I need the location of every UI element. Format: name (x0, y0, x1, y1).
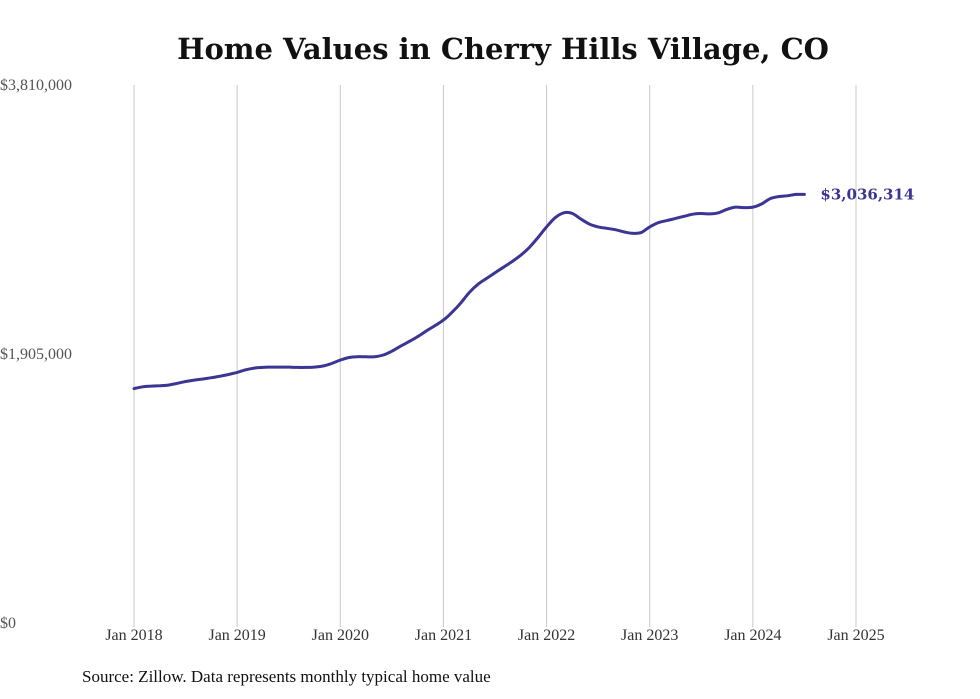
x-axis: Jan 2018 Jan 2019 Jan 2020 Jan 2021 Jan 2022… (105, 627, 884, 644)
y-tick-label: $0 (0, 615, 16, 632)
line-chart: Home Values in Cherry Hills Village, CO … (0, 32, 914, 644)
chart-title: Home Values in Cherry Hills Village, CO (177, 32, 829, 66)
y-tick-label: $1,905,000 (0, 346, 72, 363)
x-tick-label: Jan 2022 (518, 627, 575, 644)
x-tick-label: Jan 2021 (415, 627, 472, 644)
x-tick-label: Jan 2025 (827, 627, 884, 644)
y-axis: $0 $1,905,000 $3,810,000 (0, 77, 72, 632)
y-tick-label: $3,810,000 (0, 77, 72, 94)
x-tick-label: Jan 2024 (724, 627, 781, 644)
x-tick-label: Jan 2018 (105, 627, 162, 644)
series-group: $3,036,314 (132, 185, 914, 391)
end-value-label: $3,036,314 (820, 185, 914, 203)
source-note: Source: Zillow. Data represents monthly … (82, 667, 491, 686)
gridlines (133, 85, 857, 627)
x-tick-label: Jan 2023 (621, 627, 678, 644)
x-tick-label: Jan 2019 (208, 627, 265, 644)
home-value-line (132, 192, 806, 391)
x-tick-label: Jan 2020 (312, 627, 369, 644)
